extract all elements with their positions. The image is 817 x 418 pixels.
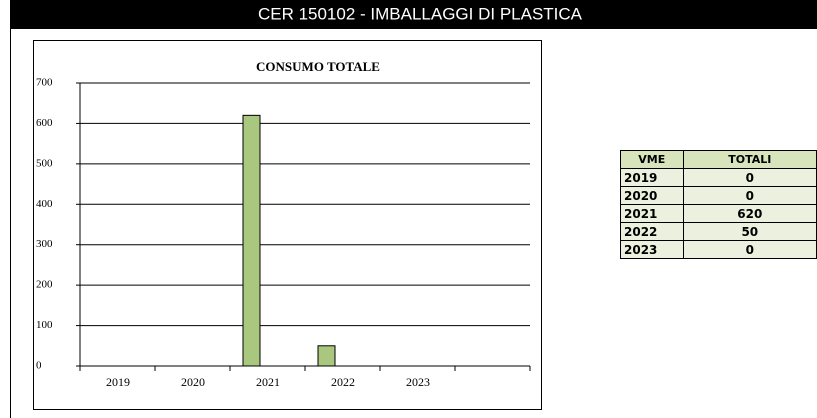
bar [317,345,336,367]
y-tick-label: 600 [36,117,53,129]
column-header: TOTALI [682,150,817,169]
header-row: VME TOTALI [620,150,817,169]
y-tick-label: 0 [36,360,42,372]
table-row: 2023 0 [620,240,817,259]
table-row: 2019 0 [620,168,817,187]
y-tick-label: 300 [36,238,53,250]
y-tick-label: 500 [36,157,53,169]
table: VME TOTALI 2019 0 2020 0 2021 620 2022 50 2023 0 [620,150,817,259]
table-cell: 50 [682,222,817,241]
x-tick-label: 2019 [106,375,130,389]
x-tick-label: 2022 [331,375,355,389]
y-tick-label: 200 [36,279,53,291]
table-cell: 2020 [620,186,684,205]
y-tick-label: 700 [36,77,53,89]
table-row: 2021 620 [620,204,817,223]
header-bar [10,0,817,29]
chart-frame [33,40,542,410]
table-cell: 620 [682,204,817,223]
table-cell: 0 [682,186,817,205]
table-cell: 2021 [620,204,684,223]
table-cell: 0 [682,168,817,187]
x-tick-label: 2023 [406,375,430,389]
header-title: CER 150102 - IMBALLAGGI DI PLASTICA [258,4,583,23]
x-tick-label: 2021 [256,375,280,389]
table-cell: 2023 [620,240,684,259]
table-cell: 0 [682,240,817,259]
table-cell: 2019 [620,168,684,187]
x-tick-label: 2020 [181,375,205,389]
column-header: VME [620,150,684,169]
y-tick-label: 100 [36,319,53,331]
y-tick-label: 400 [36,198,53,210]
table-row: 2020 0 [620,186,817,205]
table-row: 2022 50 [620,222,817,241]
bar [242,114,261,367]
plot: 0 100 200 300 400 500 600 700 2019 2020 2021 2022 20… [36,77,531,389]
chart-title: CONSUMO TOTALE [256,59,380,74]
table-cell: 2022 [620,222,684,241]
